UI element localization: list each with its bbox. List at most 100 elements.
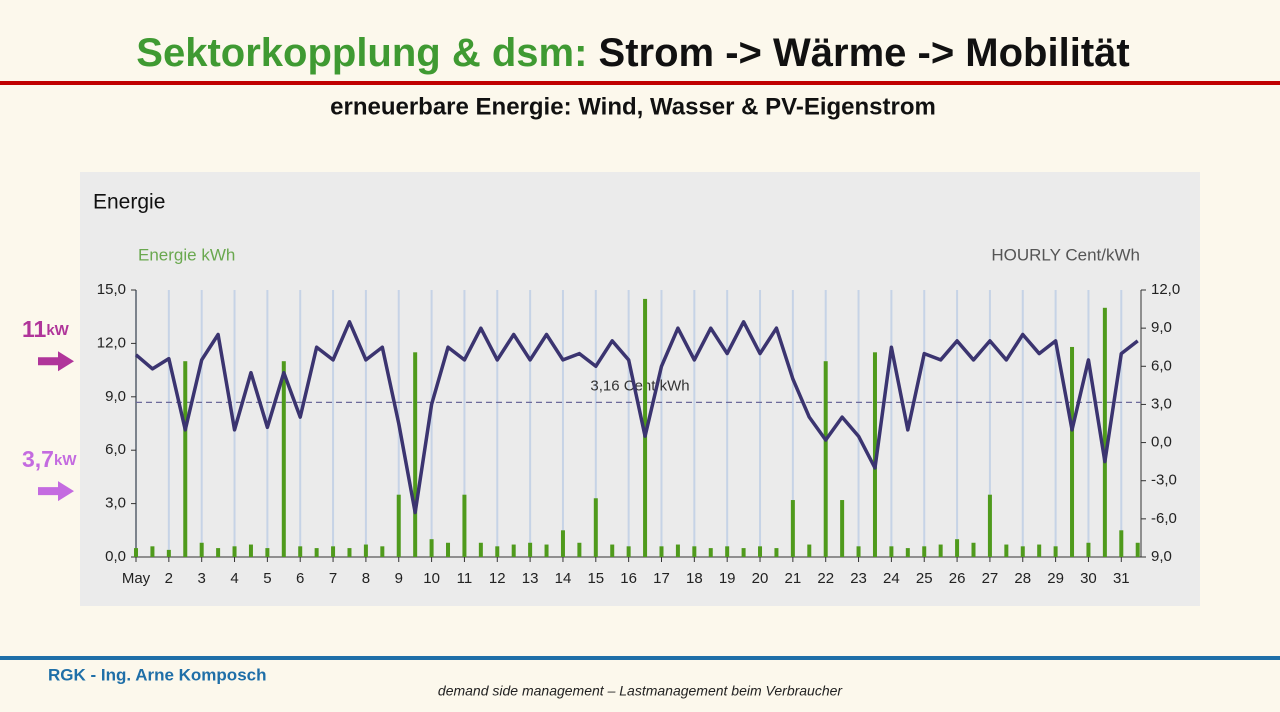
x-tick-label: 4 (230, 570, 238, 587)
bar (577, 542, 582, 557)
y-tick-label: 12,0 (97, 334, 126, 351)
chart-title: Energie (93, 191, 165, 214)
bar (347, 548, 352, 557)
x-tick-label: 5 (263, 570, 271, 587)
bar (593, 498, 598, 557)
bar (675, 544, 680, 557)
bar (889, 546, 894, 557)
bar (1020, 546, 1025, 557)
bar (1070, 346, 1075, 557)
x-tick-label: 29 (1047, 570, 1064, 587)
y2-tick-label: -6,0 (1151, 510, 1177, 527)
annotation-arrow (38, 351, 74, 372)
x-tick-label: 20 (752, 570, 769, 587)
bar (856, 546, 861, 557)
bar (971, 542, 976, 557)
y2-tick-label: 12,0 (1151, 281, 1180, 298)
bar (150, 546, 155, 557)
bar (396, 494, 401, 557)
bar (183, 361, 188, 557)
y2-tick-label: 3,0 (1151, 395, 1172, 412)
bar (1135, 542, 1140, 557)
y-tick-label: 6,0 (105, 441, 126, 458)
title-rest: Strom -> Wärme -> Mobilität (599, 31, 1130, 75)
bar (281, 361, 286, 557)
x-tick-label: May (122, 570, 151, 587)
title-highlight: Sektorkopplung & dsm: (136, 31, 587, 75)
bar (790, 500, 795, 557)
bar (248, 544, 253, 557)
annotation-label: 11kW (22, 316, 70, 342)
bar (741, 548, 746, 557)
bar (692, 546, 697, 557)
x-tick-label: 17 (653, 570, 670, 587)
bar (232, 546, 237, 557)
y-tick-label: 15,0 (97, 281, 126, 298)
bar (134, 548, 138, 557)
x-tick-label: 6 (296, 570, 304, 587)
x-tick-label: 12 (489, 570, 506, 587)
bar (1086, 542, 1091, 557)
x-tick-label: 28 (1014, 570, 1031, 587)
bar (429, 539, 434, 557)
bar (462, 494, 467, 557)
bar (626, 546, 631, 557)
x-tick-label: 22 (817, 570, 834, 587)
x-tick-label: 25 (916, 570, 933, 587)
x-tick-label: 26 (949, 570, 966, 587)
x-tick-label: 21 (785, 570, 802, 587)
bar (725, 546, 730, 557)
x-tick-label: 10 (423, 570, 440, 587)
x-tick-label: 24 (883, 570, 900, 587)
x-tick-label: 9 (395, 570, 403, 587)
x-tick-label: 3 (198, 570, 206, 587)
x-tick-label: 2 (165, 570, 173, 587)
bar (446, 542, 451, 557)
bar (413, 352, 418, 557)
annotation-arrow (38, 481, 74, 502)
bar (1004, 544, 1009, 557)
x-tick-label: 13 (522, 570, 539, 587)
bar (872, 352, 877, 557)
footer-author: RGK - Ing. Arne Komposch (48, 665, 267, 684)
bar (955, 539, 960, 557)
title-rule (0, 81, 1280, 85)
bar (331, 546, 336, 557)
x-tick-label: 30 (1080, 570, 1097, 587)
x-tick-label: 7 (329, 570, 337, 587)
bar (478, 542, 483, 557)
bar (528, 542, 533, 557)
x-tick-label: 14 (555, 570, 572, 587)
bar (166, 549, 171, 557)
slide-title: Sektorkopplung & dsm: Strom -> Wärme -> … (136, 31, 1129, 75)
bar (659, 546, 664, 557)
x-tick-label: 8 (362, 570, 370, 587)
reference-label: 3,16 Cent/kWh (590, 377, 689, 394)
bar (298, 546, 303, 557)
bar (1119, 530, 1124, 557)
annotation-value: 3,7 (22, 446, 54, 472)
bar (708, 548, 713, 557)
bar (560, 530, 565, 557)
bar (380, 546, 385, 557)
bar (610, 544, 615, 557)
bar (1102, 307, 1107, 557)
subtitle: erneuerbare Energie: Wind, Wasser & PV-E… (330, 93, 936, 120)
plot: May 2 3 4 5 6 7 8 9 10 11 12 13 14 15 16 17 18 19 20 21 22 23 2… (97, 245, 1180, 586)
y-tick-label: 9,0 (105, 388, 126, 405)
bar (922, 546, 927, 557)
x-tick-label: 18 (686, 570, 703, 587)
y2-tick-label: 9,0 (1151, 548, 1172, 565)
footer-text: demand side management – Lastmanagement … (438, 683, 843, 699)
x-tick-label: 16 (620, 570, 637, 587)
x-tick-label: 11 (457, 570, 473, 587)
annotation-label: 3,7kW (22, 446, 77, 472)
x-tick-label: 23 (850, 570, 867, 587)
bar (774, 548, 779, 557)
bar (987, 494, 992, 557)
bar (1053, 546, 1058, 557)
bar (216, 548, 221, 557)
bar (314, 548, 319, 557)
bar (199, 542, 204, 557)
y2-tick-label: 0,0 (1151, 434, 1172, 451)
